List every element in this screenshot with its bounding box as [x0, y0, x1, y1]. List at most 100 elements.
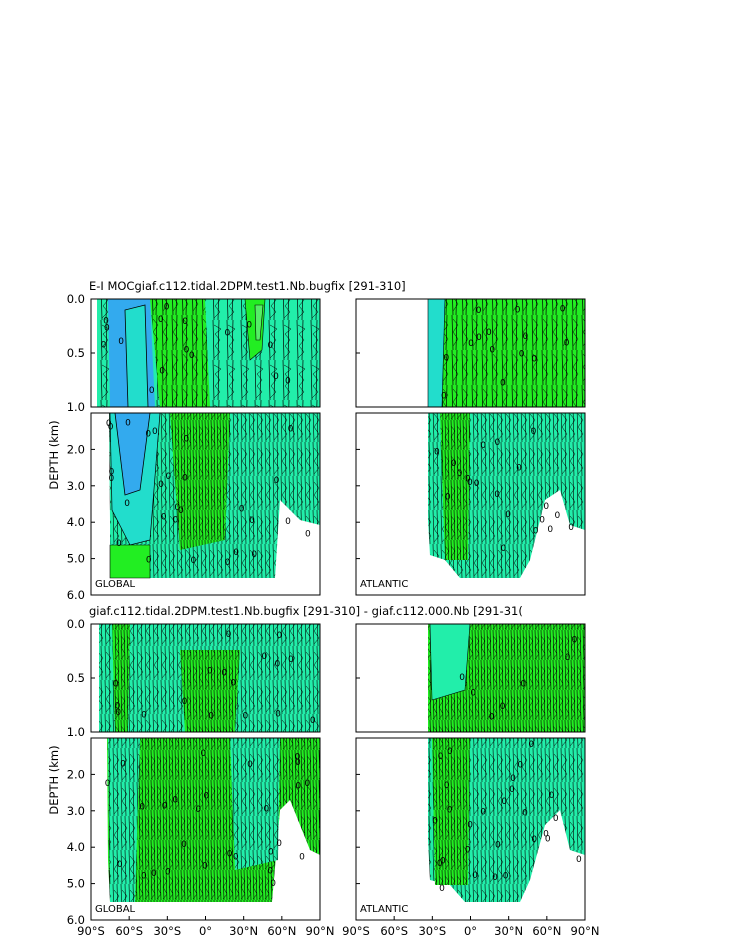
contour-label: 0: [520, 679, 526, 689]
contour-label: 0: [547, 525, 553, 535]
contour-label: 0: [576, 855, 582, 865]
contour-label: 0: [489, 346, 495, 356]
contour-label: 0: [495, 840, 501, 850]
contour-label: 0: [470, 688, 476, 698]
panel-frame: [90, 412, 321, 596]
contour-label: 0: [494, 438, 500, 448]
contour-label: 0: [522, 808, 528, 818]
contour-label: 0: [139, 802, 145, 812]
contour-label: 0: [103, 317, 109, 327]
contour-label: 0: [451, 459, 457, 469]
contour-label: 0: [246, 320, 252, 330]
y-tick-label: 4.0: [67, 840, 85, 854]
contour-label: 0: [264, 804, 270, 814]
contour-label: 0: [165, 867, 171, 877]
contour-label: 0: [173, 516, 179, 526]
contour-label: 0: [480, 807, 486, 817]
contour-label: 0: [178, 506, 184, 516]
contour-label: 0: [239, 504, 245, 514]
contour-label: 0: [115, 702, 121, 712]
contour-label: 0: [509, 785, 515, 795]
contour-label: 0: [434, 448, 440, 458]
contour-label: 0: [207, 666, 213, 676]
panel-top-atlantic-lower: [355, 412, 586, 596]
contour-label: 0: [531, 355, 537, 365]
basin-label-bottom-atlantic: ATLANTIC: [360, 904, 408, 915]
generated-marks: 0.00.51.02.03.04.05.06.00000000000000000…: [67, 292, 600, 938]
contour-label: 0: [277, 631, 283, 641]
contour-label: 0: [476, 333, 482, 343]
contour-label: 0: [564, 339, 570, 349]
contour-label: 0: [227, 849, 233, 859]
x-tick-label: 90°N: [571, 924, 600, 938]
contour-label: 0: [208, 712, 214, 722]
contour-label: 0: [251, 550, 257, 560]
y-tick-label: 0.5: [67, 346, 85, 360]
contour-label: 0: [505, 510, 511, 520]
panel-top-atlantic-upper: [355, 298, 586, 408]
y-tick-label: 4.0: [67, 515, 85, 529]
contour-label: 0: [116, 539, 122, 549]
contour-label: 0: [190, 556, 196, 566]
contour-label: 0: [295, 782, 301, 792]
panel-bottom-global-upper: [90, 623, 321, 733]
x-tick-label: 60°S: [115, 924, 143, 938]
heatmap-field: [150, 299, 210, 407]
heatmap-field: [440, 413, 470, 560]
contour-label: 0: [146, 556, 152, 566]
x-tick-label: 90°N: [306, 924, 335, 938]
y-tick-label: 5.0: [67, 877, 85, 891]
contour-label: 0: [118, 337, 124, 347]
contour-label: 0: [467, 478, 473, 488]
heatmap-field: [254, 304, 264, 341]
contour-label: 0: [447, 747, 453, 757]
x-tick-label: 0°: [199, 924, 212, 938]
contour-label: 0: [203, 791, 209, 801]
contour-label: 0: [274, 476, 280, 486]
panel-top-global-upper: [90, 298, 321, 408]
contour-label: 0: [467, 821, 473, 831]
contour-label: 0: [500, 379, 506, 389]
contour-label: 0: [172, 795, 178, 805]
heatmap-field: [429, 623, 471, 701]
contour-label: 0: [304, 779, 310, 789]
contour-label: 0: [305, 530, 311, 540]
contour-label: 0: [533, 527, 539, 537]
top-y-axis-label: DEPTH (km): [47, 420, 61, 489]
y-tick-label: 3.0: [67, 479, 85, 493]
heatmap-field: [108, 738, 140, 902]
contour-label: 0: [164, 303, 170, 313]
contour-label: 0: [447, 805, 453, 815]
contour-label: 0: [270, 879, 276, 889]
contour-label: 0: [268, 341, 274, 351]
contour-label: 0: [539, 515, 545, 525]
basin-label-bottom-global: GLOBAL: [95, 904, 136, 915]
contour-label: 0: [201, 749, 207, 759]
contour-label: 0: [104, 323, 110, 333]
heatmap-field: [112, 624, 130, 732]
heatmap-field: [270, 299, 320, 407]
contour-label: 0: [165, 472, 171, 482]
contour-label: 0: [465, 475, 471, 485]
y-tick-label: 1.0: [67, 725, 85, 739]
contour-label: 0: [183, 435, 189, 445]
y-tick-label: 2.0: [67, 767, 85, 781]
contour-label: 0: [182, 317, 188, 327]
contour-label: 0: [438, 752, 444, 762]
contour-label: 0: [543, 830, 549, 840]
contour-label: 0: [472, 871, 478, 881]
y-tick-label: 6.0: [67, 588, 85, 602]
panel-top-global-lower: [90, 412, 321, 596]
contour-label: 0: [195, 805, 201, 815]
panel-bottom-atlantic-lower: [355, 737, 586, 921]
contour-label: 0: [437, 859, 443, 869]
contour-label: 0: [444, 781, 450, 791]
contour-label: 0: [106, 419, 112, 429]
contour-label: 0: [221, 669, 227, 679]
heatmap-field: [432, 738, 470, 885]
contour-label: 0: [492, 873, 498, 883]
contour-label: 0: [113, 680, 119, 690]
bottom-y-axis-label: DEPTH (km): [47, 745, 61, 814]
contour-label: 0: [115, 708, 121, 718]
y-tick-label: 3.0: [67, 804, 85, 818]
